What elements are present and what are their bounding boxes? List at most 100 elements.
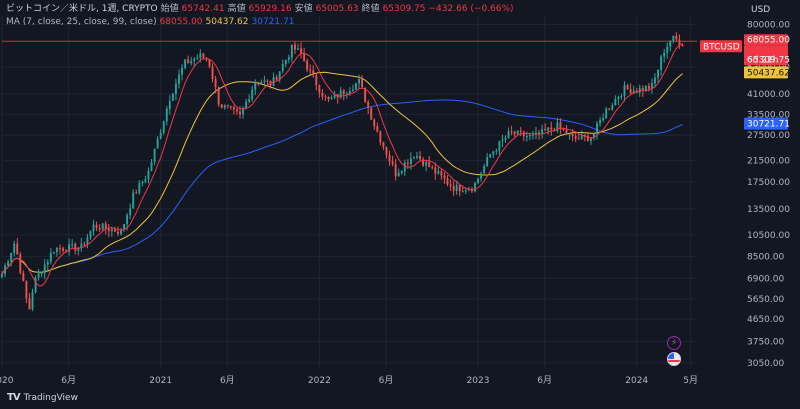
- candle: [159, 128, 162, 140]
- candle: [318, 84, 321, 98]
- candle-body: [19, 254, 22, 273]
- candle: [257, 81, 260, 86]
- candle-body: [187, 59, 190, 64]
- candle-body: [538, 132, 541, 135]
- candle-body: [660, 56, 663, 70]
- candle: [434, 162, 437, 180]
- candle-body: [602, 118, 605, 121]
- price-tick-label: 3050.00: [747, 359, 784, 369]
- candle-body: [150, 162, 153, 171]
- tradingview-logo-icon: TV: [7, 392, 21, 403]
- candle: [187, 55, 190, 64]
- candle-body: [257, 82, 260, 84]
- candle-body: [135, 192, 138, 194]
- ma25-value: 50437.62: [205, 17, 249, 27]
- candle-body: [367, 101, 370, 108]
- time-tick-label: 2022: [308, 376, 331, 386]
- ma-indicator-label[interactable]: MA (7, close, 25, close, 99, close): [6, 17, 157, 27]
- candle-body: [40, 273, 43, 275]
- ticker-badge: BTCUSD: [700, 40, 742, 53]
- candle: [519, 126, 522, 136]
- candle-body: [458, 184, 461, 192]
- candle: [443, 172, 446, 184]
- candle: [16, 238, 19, 256]
- candle: [278, 71, 281, 83]
- candle-body: [10, 252, 13, 262]
- candle: [62, 246, 64, 254]
- candle-body: [611, 105, 614, 110]
- price-tick-label: 17500.00: [747, 178, 790, 188]
- candle-body: [477, 178, 479, 184]
- candle-body: [364, 87, 367, 102]
- candle: [13, 240, 16, 257]
- candle-body: [455, 184, 458, 192]
- candle: [413, 156, 415, 160]
- candle-body: [617, 97, 620, 99]
- candle-body: [123, 224, 126, 230]
- candle: [351, 84, 354, 92]
- price-tick-label: 80000.00: [747, 21, 790, 31]
- candle-body: [361, 79, 364, 88]
- candle: [208, 58, 211, 69]
- candle-body: [37, 273, 40, 278]
- time-tick-label: 2021: [149, 376, 172, 386]
- candle: [196, 54, 199, 60]
- candle: [400, 170, 403, 175]
- candle-body: [95, 224, 98, 228]
- candle: [355, 82, 357, 90]
- price-tick-label: 27500.00: [747, 131, 790, 141]
- candle: [535, 127, 537, 140]
- candle-body: [324, 96, 327, 98]
- ma99-badge-text: 30721.71: [747, 120, 790, 130]
- candle-body: [413, 157, 415, 159]
- candle-body: [461, 191, 464, 193]
- candle-body: [495, 150, 498, 152]
- candle-body: [440, 171, 443, 176]
- symbol-title[interactable]: ビットコイン／米ドル, 1週, CRYPTO: [6, 4, 158, 14]
- tradingview-logo[interactable]: TV TradingView: [7, 392, 78, 403]
- candle-body: [28, 298, 31, 310]
- candle: [95, 221, 98, 232]
- candle: [293, 41, 296, 55]
- candle: [25, 280, 28, 303]
- candle-body: [394, 164, 397, 177]
- candle: [214, 75, 217, 94]
- candle: [263, 75, 266, 87]
- candle: [593, 133, 595, 141]
- us-flag-icon[interactable]: [667, 352, 681, 366]
- candle-body: [178, 74, 180, 84]
- candle-body: [208, 59, 211, 67]
- candle-body: [647, 86, 650, 89]
- candle: [117, 226, 119, 237]
- candle-body: [214, 79, 217, 88]
- candle: [71, 239, 74, 249]
- candle: [507, 127, 510, 139]
- currency-selector[interactable]: USD: [751, 5, 771, 15]
- candle: [516, 130, 519, 136]
- candle: [260, 79, 263, 85]
- candle: [251, 85, 254, 102]
- candle-body: [263, 80, 266, 83]
- candle-body: [409, 158, 412, 165]
- time-tick-label: 2024: [625, 376, 648, 386]
- candle: [306, 58, 309, 73]
- lightning-icon[interactable]: ⚡: [667, 336, 681, 350]
- candle-body: [562, 128, 565, 130]
- candle-body: [65, 250, 68, 252]
- candle: [504, 135, 507, 143]
- candle-body: [159, 132, 162, 139]
- candle: [388, 150, 391, 166]
- candle-body: [71, 243, 74, 245]
- candle: [59, 244, 61, 255]
- candle: [428, 156, 431, 168]
- candle: [538, 130, 541, 140]
- candle-body: [321, 92, 324, 97]
- candle: [174, 78, 177, 101]
- candle: [449, 179, 452, 191]
- candle-body: [290, 44, 293, 58]
- candle-body: [132, 192, 135, 209]
- candle-body: [431, 167, 434, 169]
- candle: [178, 69, 180, 89]
